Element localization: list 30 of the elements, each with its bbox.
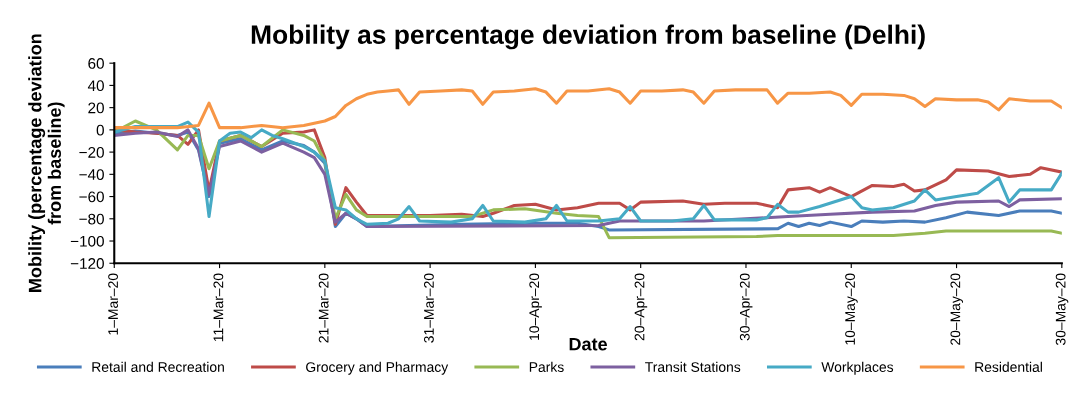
y-tick-label: −60	[79, 191, 104, 203]
x-tick-label: 1–Mar–20	[108, 273, 118, 335]
x-tick-label: 20–May–20	[950, 273, 964, 345]
x-tick-label: 11–Mar–20	[213, 273, 224, 342]
legend-label: Parks	[529, 361, 564, 372]
x-tick-label: 30–Apr–20	[739, 273, 753, 341]
x-tick-label: 10–May–20	[845, 273, 858, 345]
y-tick-label: 0	[96, 124, 104, 136]
legend-label: Workplaces	[821, 361, 894, 375]
legend-label: Transit Stations	[645, 361, 741, 372]
x-tick-label: 31–Mar–20	[424, 273, 434, 343]
y-tick-label: 40	[87, 80, 104, 92]
chart-title: Mobility as percentage deviation from baseline (Delhi)	[251, 24, 925, 50]
x-axis-title: Date	[569, 337, 607, 351]
line-series	[114, 87, 1062, 130]
y-tick-label: −20	[79, 146, 104, 158]
y-tick-label: −80	[79, 213, 104, 225]
x-tick-label: 21–Mar–20	[318, 273, 329, 343]
legend-label: Residential	[975, 361, 1042, 372]
y-tick-label: −100	[70, 235, 104, 247]
y-tick-label: 20	[88, 102, 104, 114]
y-tick-label: −120	[70, 258, 104, 269]
y-tick-label: −40	[79, 169, 104, 181]
y-tick-label: 60	[88, 58, 104, 69]
x-tick-label: 10–Apr–20	[529, 273, 542, 340]
x-tick-label: 30–May–20	[1055, 273, 1069, 346]
x-tick-label: 20–Apr–20	[634, 273, 648, 341]
legend-label: Grocery and Pharmacy	[306, 361, 449, 375]
y-axis-title: Mobility (percentage deviation from baseline)	[28, 34, 65, 292]
legend-label: Retail and Recreation	[92, 361, 224, 372]
